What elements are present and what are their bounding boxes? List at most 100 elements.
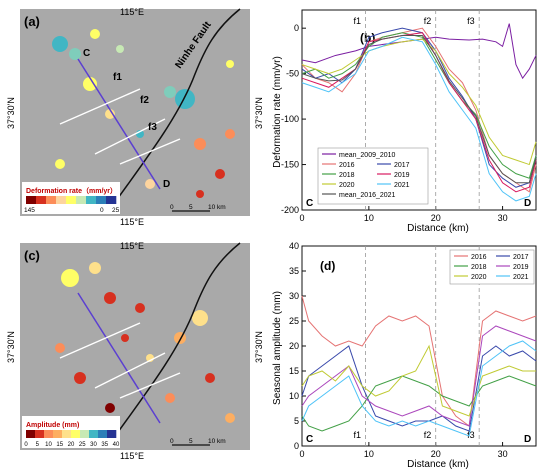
y-axis-label: Seasonal amplitude (mm): [272, 291, 283, 405]
profile-end-label: D: [163, 179, 170, 190]
y-tick-label: 5: [294, 416, 299, 426]
legend-label: mean_2009_2010: [339, 152, 396, 159]
y-tick-label: 25: [289, 316, 299, 326]
fault-marker-label: f3: [467, 430, 475, 440]
fault-marker-label: f1: [354, 430, 362, 440]
scale-10km: 10 km: [208, 438, 226, 445]
legend-label: 2018: [471, 264, 487, 271]
fault-traces: [59, 88, 181, 165]
scale-0: 0: [170, 204, 174, 211]
legend-color-swatch: [107, 430, 117, 438]
legend-label: 2020: [339, 182, 355, 189]
y-tick-label: 35: [289, 266, 299, 276]
series-line: [301, 38, 537, 166]
fault-marker-label: f3: [467, 16, 475, 26]
x-axis-label: Distance (km): [407, 459, 469, 470]
series-line: [301, 325, 537, 427]
scale-10km: 10 km: [208, 204, 226, 211]
fault-label-f2: f2: [140, 95, 149, 106]
legend-label: 2019: [394, 172, 410, 179]
legend-label: 2017: [394, 162, 410, 169]
legend-tick-label: 40: [113, 442, 120, 448]
legend-label: 2016: [339, 162, 355, 169]
legend-label: 2021: [513, 274, 529, 281]
y-tick-label: -150: [281, 160, 299, 170]
profile-end-label: D: [524, 198, 531, 209]
series-line: [301, 36, 537, 202]
y-tick-label: 15: [289, 366, 299, 376]
y-tick-label: 30: [289, 291, 299, 301]
legend-ticks: 0 5 10 15 20 25 30 35 40: [24, 442, 120, 448]
y-tick-label: 0: [294, 23, 299, 33]
series-line: [301, 27, 537, 188]
legend-color-swatch: [35, 430, 45, 438]
legend-label: mean_2016_2021: [339, 192, 396, 199]
fault-line: [109, 242, 241, 444]
longitude-label-top: 115°E: [120, 7, 144, 17]
profile-line: [77, 58, 161, 190]
latitude-label-left: 37°30'N: [6, 97, 16, 129]
fault-traces: [59, 322, 181, 399]
legend-label: 2021: [394, 182, 410, 189]
legend-color-swatch: [56, 196, 67, 204]
legend-tick-label: 0: [24, 442, 28, 448]
legend-tick-label: 10: [45, 442, 52, 448]
profile-end-label: D: [524, 434, 531, 445]
longitude-label-bottom: 115°E: [120, 217, 144, 225]
y-axis-label: Deformation rate (mm/yr): [272, 56, 283, 168]
fault-marker-label: f2: [424, 430, 432, 440]
legend-colorbar: [26, 196, 117, 204]
x-tick-label: 30: [498, 449, 508, 459]
legend-label: 2018: [339, 172, 355, 179]
x-axis-label: Distance (km): [407, 223, 469, 234]
x-tick-label: 20: [431, 213, 441, 223]
fault-line: [109, 8, 241, 210]
series-line: [301, 295, 537, 427]
legend-tick-label: 20: [68, 442, 75, 448]
y-tick-label: -100: [281, 114, 299, 124]
legend-tick-label: 35: [101, 442, 108, 448]
legend-tick-zero: 0: [100, 207, 104, 214]
legend-color-swatch: [89, 430, 99, 438]
legend-color-swatch: [36, 196, 47, 204]
seasonal-amplitude-map: (c) 115°E 115°E 37°30'N 37°30'N Amplitud…: [6, 241, 264, 459]
legend-label: 2019: [513, 264, 529, 271]
series-line: [301, 34, 537, 184]
legend-color-swatch: [66, 196, 77, 204]
legend-label: 2017: [513, 254, 529, 261]
fault-label-f1: f1: [113, 72, 122, 83]
legend-color-swatch: [98, 430, 108, 438]
deformation-rate-profile-chart: (b) Deformation rate (mm/yr) Distance (k…: [272, 9, 537, 234]
legend-color-swatch: [26, 196, 37, 204]
scale-5: 5: [189, 204, 193, 211]
legend-title: Deformation rate（mm/yr）: [26, 187, 117, 195]
fault-marker-label: f1: [354, 16, 362, 26]
legend-tick-label: 25: [79, 442, 86, 448]
latitude-label-right: 37°30'N: [254, 97, 264, 129]
series-line: [301, 375, 537, 432]
legend-tick-min: 145: [24, 207, 35, 214]
x-tick-label: 10: [364, 213, 374, 223]
legend-color-swatch: [86, 196, 97, 204]
series-line: [301, 32, 537, 179]
deformation-pixels: [52, 29, 235, 198]
scale-5: 5: [189, 438, 193, 445]
legend-color-swatch: [96, 196, 107, 204]
y-tick-label: 0: [294, 441, 299, 451]
legend-color-swatch: [53, 430, 63, 438]
legend-box: [317, 147, 429, 205]
series-line: [301, 23, 537, 80]
profile-start-label: C: [306, 434, 313, 445]
x-tick-label: 0: [299, 213, 304, 223]
plot-frame: [301, 9, 537, 211]
profile-start-label: C: [83, 48, 90, 59]
series-line: [301, 344, 536, 417]
profile-start-label: C: [306, 198, 313, 209]
legend-color-swatch: [46, 196, 57, 204]
legend-colorbar: [26, 430, 117, 438]
x-tick-label: 30: [498, 213, 508, 223]
legend-color-swatch: [44, 430, 54, 438]
legend-color-swatch: [76, 196, 87, 204]
legend-title: Amplitude (mm): [26, 422, 79, 429]
x-tick-label: 0: [299, 449, 304, 459]
